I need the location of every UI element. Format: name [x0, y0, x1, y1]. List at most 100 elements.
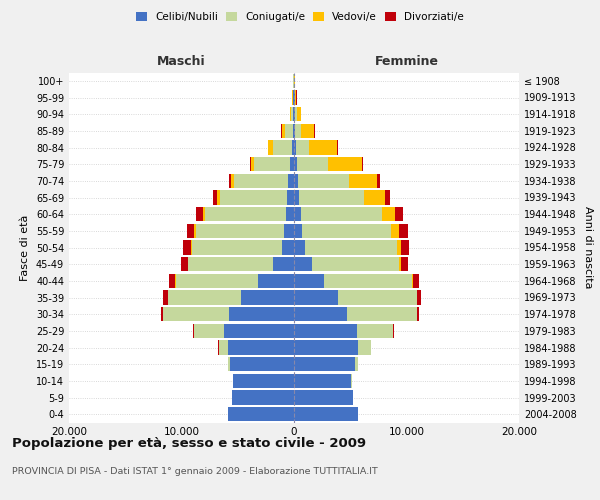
Bar	[294, 274, 412, 288]
Bar	[233, 374, 294, 388]
Bar	[205, 207, 294, 221]
Bar	[229, 174, 294, 188]
Bar	[294, 357, 358, 371]
Bar	[294, 340, 358, 354]
Bar	[284, 224, 294, 238]
Bar	[294, 157, 328, 171]
Bar	[292, 90, 294, 104]
Bar	[294, 90, 296, 104]
Bar	[281, 240, 294, 254]
Bar	[272, 140, 294, 154]
Bar	[294, 357, 358, 371]
Y-axis label: Fasce di età: Fasce di età	[20, 214, 30, 280]
Bar	[294, 374, 352, 388]
Bar	[294, 407, 358, 421]
Bar	[161, 307, 294, 322]
Bar	[294, 207, 403, 221]
Bar	[294, 157, 297, 171]
Bar	[294, 390, 353, 404]
Bar	[294, 124, 314, 138]
Bar	[294, 157, 362, 171]
Bar	[291, 107, 294, 121]
Bar	[254, 157, 294, 171]
Bar	[290, 157, 294, 171]
Bar	[294, 374, 352, 388]
Bar	[294, 240, 305, 254]
Bar	[294, 357, 355, 371]
Bar	[294, 307, 347, 322]
Bar	[268, 140, 294, 154]
Bar	[194, 324, 294, 338]
Bar	[292, 140, 294, 154]
Bar	[194, 324, 294, 338]
Bar	[294, 257, 407, 271]
Bar	[163, 290, 294, 304]
Text: PROVINCIA DI PISA - Dati ISTAT 1° gennaio 2009 - Elaborazione TUTTITALIA.IT: PROVINCIA DI PISA - Dati ISTAT 1° gennai…	[12, 468, 378, 476]
Bar	[268, 140, 294, 154]
Bar	[294, 407, 358, 421]
Bar	[232, 390, 294, 404]
Bar	[188, 257, 294, 271]
Bar	[231, 174, 294, 188]
Bar	[196, 224, 294, 238]
Text: Femmine: Femmine	[374, 54, 439, 68]
Bar	[286, 207, 294, 221]
Bar	[294, 207, 301, 221]
Bar	[235, 174, 294, 188]
Bar	[272, 257, 294, 271]
Bar	[294, 307, 417, 322]
Bar	[294, 340, 371, 354]
Bar	[227, 357, 294, 371]
Bar	[287, 190, 294, 204]
Bar	[294, 240, 409, 254]
Bar	[227, 357, 294, 371]
Bar	[294, 174, 377, 188]
Bar	[294, 390, 353, 404]
Bar	[294, 140, 309, 154]
Bar	[224, 324, 294, 338]
Bar	[294, 190, 299, 204]
Bar	[294, 290, 338, 304]
Bar	[169, 274, 294, 288]
Bar	[293, 74, 294, 88]
Bar	[293, 74, 294, 88]
Bar	[217, 190, 294, 204]
Bar	[294, 340, 371, 354]
Bar	[294, 240, 397, 254]
Bar	[294, 190, 389, 204]
Bar	[294, 224, 391, 238]
Bar	[294, 257, 312, 271]
Bar	[218, 340, 294, 354]
Bar	[294, 240, 401, 254]
Text: Popolazione per età, sesso e stato civile - 2009: Popolazione per età, sesso e stato civil…	[12, 438, 366, 450]
Bar	[191, 240, 294, 254]
Bar	[294, 224, 302, 238]
Bar	[294, 390, 353, 404]
Bar	[294, 174, 349, 188]
Bar	[289, 174, 294, 188]
Bar	[233, 374, 294, 388]
Bar	[294, 207, 382, 221]
Bar	[183, 240, 294, 254]
Bar	[294, 174, 298, 188]
Bar	[294, 257, 401, 271]
Bar	[290, 107, 294, 121]
Bar	[181, 257, 294, 271]
Bar	[227, 407, 294, 421]
Bar	[294, 407, 358, 421]
Bar	[187, 224, 294, 238]
Bar	[229, 307, 294, 322]
Bar	[294, 357, 358, 371]
Bar	[227, 407, 294, 421]
Bar	[294, 224, 408, 238]
Bar	[294, 374, 352, 388]
Bar	[294, 324, 393, 338]
Bar	[203, 207, 294, 221]
Bar	[281, 124, 294, 138]
Bar	[294, 407, 358, 421]
Bar	[294, 307, 419, 322]
Bar	[233, 374, 294, 388]
Text: Maschi: Maschi	[157, 54, 206, 68]
Bar	[293, 124, 294, 138]
Bar	[294, 124, 314, 138]
